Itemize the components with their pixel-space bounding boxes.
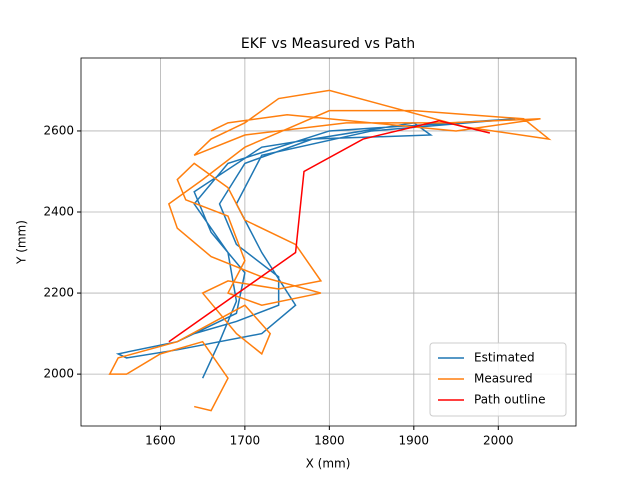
x-axis-label: X (mm) bbox=[306, 457, 351, 471]
legend-label: Estimated bbox=[474, 351, 535, 365]
x-tick-label: 2000 bbox=[483, 434, 514, 448]
data-line bbox=[168, 120, 491, 343]
legend-box bbox=[429, 342, 567, 417]
y-tick-label: 2400 bbox=[43, 205, 74, 219]
y-tick-label: 2200 bbox=[43, 286, 74, 300]
x-tick-label: 1800 bbox=[314, 434, 345, 448]
legend-label: Measured bbox=[474, 372, 533, 386]
plot-frame bbox=[80, 57, 577, 427]
y-tick-label: 2600 bbox=[43, 123, 74, 137]
data-line bbox=[108, 89, 552, 412]
x-tick-label: 1900 bbox=[399, 434, 430, 448]
y-axis-label: Y (mm) bbox=[15, 220, 29, 265]
chart-title: EKF vs Measured vs Path bbox=[241, 36, 415, 52]
y-tick-label: 2000 bbox=[43, 367, 74, 381]
data-line bbox=[115, 118, 516, 379]
x-tick-label: 1700 bbox=[230, 434, 261, 448]
legend-label: Path outline bbox=[474, 393, 545, 407]
x-tick-label: 1600 bbox=[145, 434, 176, 448]
